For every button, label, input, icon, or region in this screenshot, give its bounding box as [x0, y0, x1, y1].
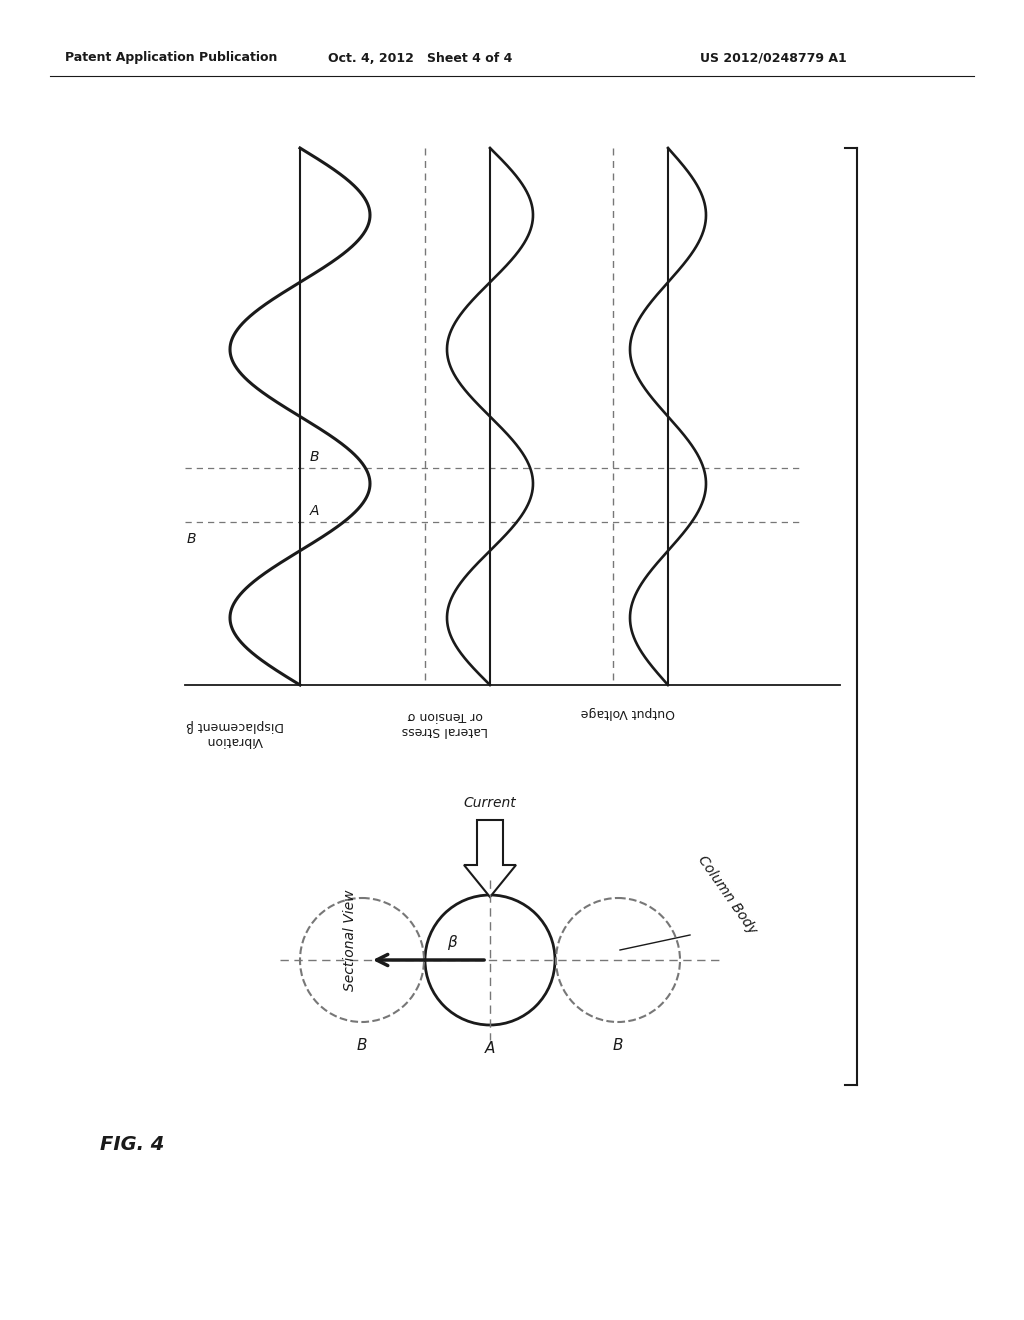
- Text: Sectional View: Sectional View: [343, 890, 357, 991]
- Text: Patent Application Publication: Patent Application Publication: [65, 51, 278, 65]
- Text: Lateral Stress
or Tension σ: Lateral Stress or Tension σ: [401, 709, 488, 737]
- Text: A: A: [310, 504, 319, 517]
- Text: US 2012/0248779 A1: US 2012/0248779 A1: [700, 51, 847, 65]
- Text: Oct. 4, 2012   Sheet 4 of 4: Oct. 4, 2012 Sheet 4 of 4: [328, 51, 512, 65]
- Text: B: B: [356, 1038, 368, 1053]
- Text: Current: Current: [464, 796, 516, 810]
- Circle shape: [425, 895, 555, 1026]
- Text: Output Voltage: Output Voltage: [581, 706, 675, 719]
- Polygon shape: [464, 820, 516, 898]
- Text: β: β: [447, 935, 457, 950]
- Text: B: B: [310, 450, 319, 465]
- Text: Column Body: Column Body: [695, 853, 760, 937]
- Text: Vibration
Displacement β: Vibration Displacement β: [186, 719, 284, 747]
- Text: B: B: [187, 532, 197, 546]
- Text: B: B: [612, 1038, 624, 1053]
- Text: FIG. 4: FIG. 4: [100, 1135, 165, 1155]
- Text: A: A: [484, 1041, 496, 1056]
